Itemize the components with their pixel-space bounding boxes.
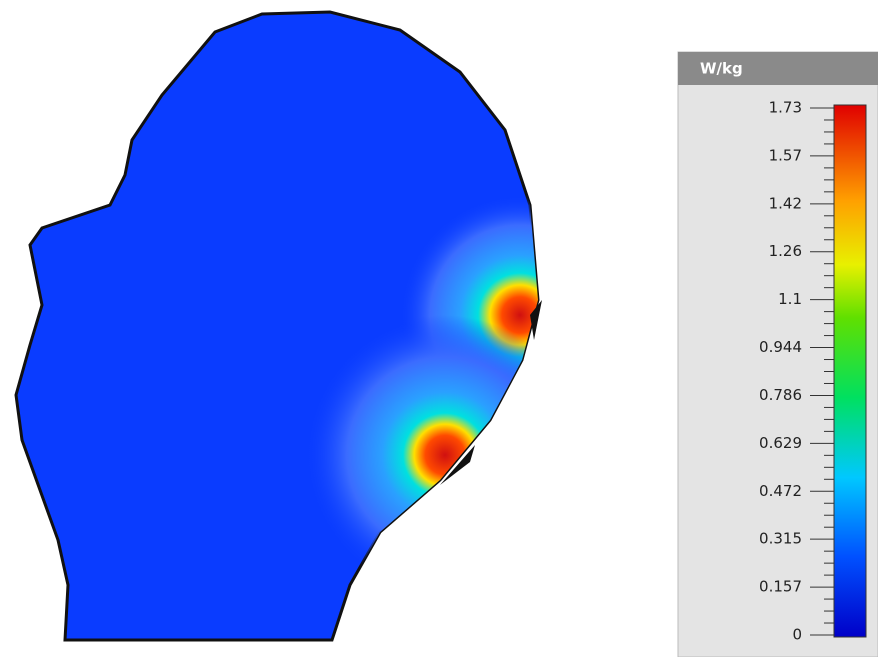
tick-label: 1.26 [769, 242, 802, 260]
tick-label: 1.57 [769, 146, 802, 164]
tick-label: 0.786 [759, 386, 802, 404]
tick-label: 0 [792, 626, 802, 644]
color-scale [833, 104, 867, 638]
tick-label: 0.629 [759, 434, 802, 452]
tick-label: 0.944 [759, 338, 802, 356]
tick-label: 1.1 [778, 290, 802, 308]
tick-label: 0.157 [759, 578, 802, 596]
head-model [14, 10, 542, 642]
tick-label: 0.315 [759, 530, 802, 548]
tick-label: 1.42 [769, 194, 802, 212]
tick-label: 1.73 [769, 99, 802, 117]
colorbar-title: W/kg [700, 60, 743, 78]
tick-label: 0.472 [759, 482, 802, 500]
colorbar-panel: W/kg 1.73 1.57 1.42 1.26 1.1 0.944 0.786 0.629 0… [677, 51, 878, 657]
